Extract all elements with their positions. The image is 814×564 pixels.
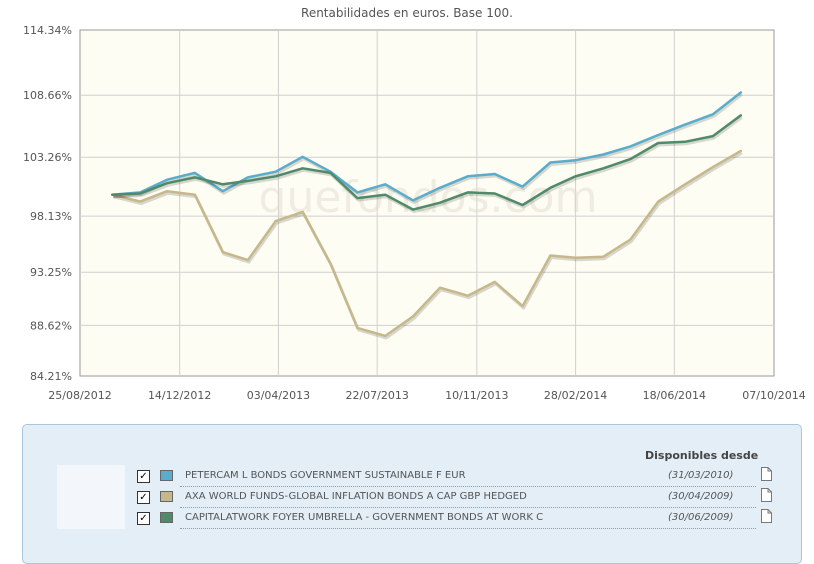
document-icon[interactable] — [761, 488, 772, 502]
x-tick-label: 03/04/2013 — [247, 389, 310, 402]
legend-row: ✓ PETERCAM L BONDS GOVERNMENT SUSTAINABL… — [23, 465, 803, 488]
fund-logo — [57, 486, 125, 508]
fund-name-link[interactable]: PETERCAM L BONDS GOVERNMENT SUSTAINABLE … — [185, 470, 466, 481]
series-line — [111, 91, 743, 204]
y-tick-label: 93.25% — [30, 266, 72, 279]
x-tick-label: 18/06/2014 — [643, 389, 706, 402]
y-axis: 84.21% 88.62% 93.25% 98.13% 103.26% 108.66% 11… — [23, 24, 72, 383]
x-tick-label: 28/02/2014 — [544, 389, 607, 402]
y-tick-label: 98.13% — [30, 210, 72, 223]
y-tick-label: 103.26% — [23, 151, 72, 164]
row-divider — [180, 507, 756, 508]
watermark: quefondos.com — [259, 172, 598, 223]
legend-row: ✓ CAPITALATWORK FOYER UMBRELLA - GOVERNM… — [23, 507, 803, 530]
x-tick-label: 14/12/2012 — [148, 389, 211, 402]
line-chart: quefondos.com 84.21% 88.62% 93.25% 98.13% 10… — [23, 24, 806, 402]
available-since-date: (31/03/2010) — [668, 470, 734, 481]
available-since-header: Disponibles desde — [645, 449, 759, 462]
x-tick-label: 10/11/2013 — [445, 389, 508, 402]
series-checkbox[interactable]: ✓ — [137, 470, 150, 483]
series-line — [111, 149, 743, 340]
available-since-date: (30/06/2009) — [668, 512, 734, 523]
x-axis: 25/08/2012 14/12/2012 03/04/2013 22/07/2013… — [48, 389, 805, 402]
fund-logo — [57, 507, 125, 529]
x-tick-label: 07/10/2014 — [742, 389, 805, 402]
y-tick-label: 84.21% — [30, 370, 72, 383]
document-icon[interactable] — [761, 509, 772, 523]
legend-row: ✓ AXA WORLD FUNDS-GLOBAL INFLATION BONDS… — [23, 486, 803, 509]
fund-name-link[interactable]: CAPITALATWORK FOYER UMBRELLA - GOVERNMEN… — [185, 512, 544, 523]
row-divider — [180, 528, 756, 529]
available-since-date: (30/04/2009) — [668, 491, 734, 502]
series-color-swatch — [160, 491, 173, 502]
grid — [80, 30, 774, 376]
fund-name-link[interactable]: AXA WORLD FUNDS-GLOBAL INFLATION BONDS A… — [185, 491, 527, 502]
x-tick-label: 25/08/2012 — [48, 389, 111, 402]
y-tick-label: 88.62% — [30, 319, 72, 332]
y-tick-label: 108.66% — [23, 89, 72, 102]
x-tick-label: 22/07/2013 — [345, 389, 408, 402]
fund-logo — [57, 465, 125, 487]
series-color-swatch — [160, 512, 173, 523]
row-divider — [180, 486, 756, 487]
chart-title: Rentabilidades en euros. Base 100. — [301, 6, 513, 20]
document-icon[interactable] — [761, 467, 772, 481]
y-tick-label: 114.34% — [23, 24, 72, 37]
series-checkbox[interactable]: ✓ — [137, 491, 150, 504]
series-checkbox[interactable]: ✓ — [137, 512, 150, 525]
legend-panel: Disponibles desde ✓ PETERCAM L BONDS GOV… — [22, 424, 802, 564]
series-line — [111, 114, 743, 214]
series-layer — [111, 91, 743, 340]
series-color-swatch — [160, 470, 173, 481]
